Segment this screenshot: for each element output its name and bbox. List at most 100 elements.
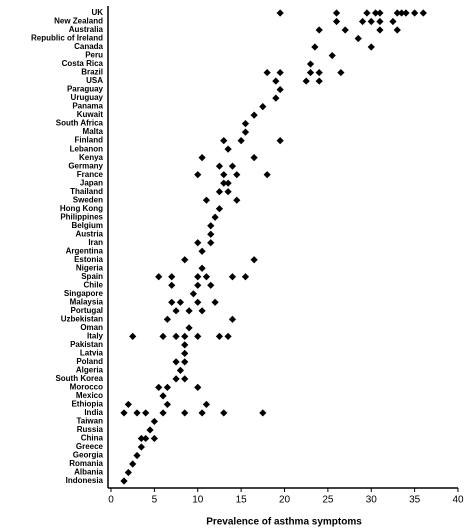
dot bbox=[181, 358, 189, 366]
dot bbox=[332, 9, 341, 17]
dot bbox=[155, 383, 163, 391]
dot bbox=[181, 341, 189, 349]
dot bbox=[241, 120, 250, 128]
category-label: India bbox=[84, 408, 103, 417]
category-label: Chile bbox=[83, 280, 103, 289]
category-label: Kenya bbox=[79, 153, 104, 162]
category-label: Japan bbox=[80, 178, 103, 187]
dot bbox=[124, 400, 132, 409]
dot bbox=[259, 409, 267, 417]
dot bbox=[198, 307, 206, 315]
dot bbox=[224, 188, 232, 196]
dot bbox=[276, 85, 284, 94]
dot bbox=[194, 273, 202, 281]
category-label: Estonia bbox=[74, 255, 103, 264]
dot bbox=[194, 332, 202, 340]
category-label: Canada bbox=[74, 42, 103, 51]
x-tick-label: 10 bbox=[192, 495, 204, 506]
dot bbox=[276, 137, 284, 145]
dot bbox=[168, 298, 176, 306]
category-label: Philippines bbox=[60, 212, 103, 221]
x-tick-label: 5 bbox=[152, 495, 158, 506]
dot bbox=[181, 409, 189, 417]
dot bbox=[220, 171, 228, 179]
dot bbox=[176, 366, 184, 374]
dot bbox=[237, 137, 245, 145]
dot bbox=[228, 162, 237, 170]
category-label: Panama bbox=[72, 102, 103, 111]
category-label: Thailand bbox=[70, 187, 103, 196]
dot bbox=[393, 9, 401, 17]
dot bbox=[276, 68, 284, 77]
dot bbox=[129, 460, 137, 468]
category-label: China bbox=[81, 434, 104, 443]
dot bbox=[398, 9, 406, 17]
dot bbox=[306, 60, 315, 68]
category-label: Malaysia bbox=[70, 297, 104, 306]
dot bbox=[176, 298, 184, 306]
dot bbox=[163, 315, 171, 323]
dot bbox=[263, 171, 271, 179]
dot bbox=[302, 77, 310, 85]
x-axis-label: Prevalence of asthma symptoms bbox=[206, 517, 362, 528]
x-tick-label: 40 bbox=[452, 495, 464, 506]
dot bbox=[129, 332, 137, 340]
dot bbox=[159, 409, 167, 417]
dot bbox=[124, 468, 132, 477]
dot bbox=[259, 103, 267, 111]
dot bbox=[393, 26, 401, 34]
dot bbox=[146, 426, 154, 434]
dot bbox=[202, 196, 211, 204]
dot bbox=[250, 111, 258, 119]
dot bbox=[367, 17, 375, 26]
dot bbox=[315, 77, 323, 85]
dot bbox=[189, 290, 198, 298]
dot bbox=[241, 128, 250, 136]
category-label: Republic of Ireland bbox=[31, 34, 103, 43]
category-label: Singapore bbox=[64, 289, 104, 298]
dot bbox=[220, 409, 228, 417]
dot bbox=[371, 9, 380, 17]
dot bbox=[159, 332, 167, 340]
dot bbox=[163, 383, 171, 391]
dot bbox=[315, 68, 323, 77]
category-label: Portugal bbox=[71, 306, 103, 315]
category-label: Belgium bbox=[71, 221, 103, 230]
category-label: Ethiopia bbox=[71, 400, 103, 409]
category-label: Latvia bbox=[80, 348, 104, 357]
dot bbox=[315, 26, 323, 34]
category-label: Uzbekistan bbox=[61, 314, 103, 323]
dot bbox=[150, 417, 158, 426]
category-label: Romania bbox=[69, 459, 103, 468]
dot bbox=[220, 137, 228, 145]
dot bbox=[376, 9, 384, 17]
category-label: Sweden bbox=[73, 195, 103, 204]
dot bbox=[163, 400, 171, 409]
dot bbox=[194, 298, 202, 306]
category-label: Nigeria bbox=[76, 263, 104, 272]
category-label: Brazil bbox=[81, 68, 103, 77]
dot bbox=[224, 179, 232, 187]
category-label: Taiwan bbox=[76, 417, 103, 426]
dot bbox=[215, 162, 224, 170]
dot bbox=[224, 332, 232, 340]
category-label: Indonesia bbox=[66, 476, 104, 485]
dot bbox=[207, 222, 215, 230]
dot bbox=[233, 171, 241, 179]
category-label: Morocco bbox=[70, 383, 103, 392]
dot bbox=[328, 51, 336, 60]
category-label: Iran bbox=[88, 238, 103, 247]
dot bbox=[137, 443, 145, 451]
category-label: Spain bbox=[81, 272, 103, 281]
x-tick-label: 15 bbox=[236, 495, 248, 506]
dot bbox=[181, 256, 189, 264]
dot bbox=[250, 154, 258, 162]
dot bbox=[181, 332, 189, 340]
dot bbox=[263, 68, 271, 77]
dot bbox=[220, 179, 228, 187]
dot bbox=[276, 9, 284, 17]
dot bbox=[172, 375, 180, 383]
dot bbox=[233, 196, 241, 204]
category-label: Greece bbox=[76, 442, 104, 451]
